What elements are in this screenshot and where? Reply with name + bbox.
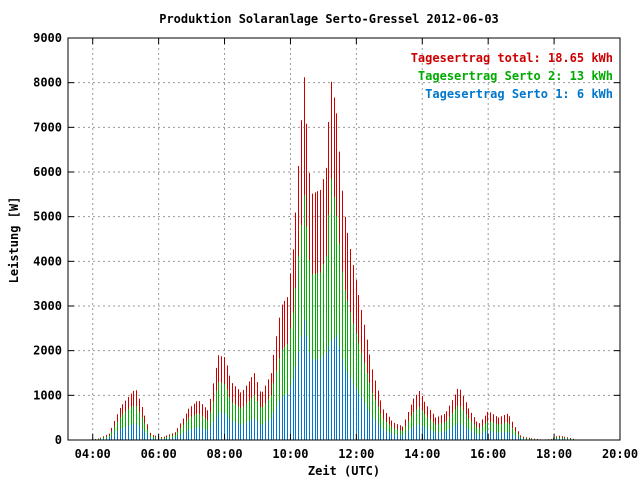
chart-title: Produktion Solaranlage Serto-Gressel 201… <box>159 12 499 26</box>
y-tick-label: 5000 <box>33 210 62 224</box>
x-tick-label: 18:00 <box>536 447 572 461</box>
legend: Tagesertrag total: 18.65 kWh Tagesertrag… <box>411 51 613 101</box>
x-tick-label: 16:00 <box>470 447 506 461</box>
legend-entry-serto-2: Tagesertrag Serto 2: 13 kWh <box>418 69 613 83</box>
y-tick-label: 3000 <box>33 299 62 313</box>
y-axis-ticks: 0 1000 2000 3000 4000 5000 6000 7000 8000 9000 <box>33 31 620 447</box>
x-tick-label: 06:00 <box>141 447 177 461</box>
y-tick-label: 9000 <box>33 31 62 45</box>
x-tick-label: 04:00 <box>75 447 111 461</box>
y-tick-label: 7000 <box>33 120 62 134</box>
x-tick-label: 12:00 <box>338 447 374 461</box>
x-tick-label: 08:00 <box>206 447 242 461</box>
x-tick-label: 14:00 <box>404 447 440 461</box>
y-tick-label: 6000 <box>33 165 62 179</box>
y-axis-label: Leistung [W] <box>7 197 21 284</box>
bars <box>92 77 576 440</box>
y-tick-label: 8000 <box>33 76 62 90</box>
x-tick-label: 10:00 <box>272 447 308 461</box>
y-tick-label: 2000 <box>33 344 62 358</box>
plot-frame <box>67 37 621 441</box>
y-tick-label: 1000 <box>33 388 62 402</box>
y-tick-label: 4000 <box>33 254 62 268</box>
x-axis-label: Zeit (UTC) <box>308 464 380 478</box>
legend-entry-serto-1: Tagesertrag Serto 1: 6 kWh <box>425 87 613 101</box>
y-tick-label: 0 <box>55 433 62 447</box>
legend-entry-total: Tagesertrag total: 18.65 kWh <box>411 51 613 65</box>
x-tick-label: 20:00 <box>602 447 638 461</box>
x-axis-ticks: 04:00 06:00 08:00 10:00 12:00 14:00 16:00 18:00… <box>75 38 638 461</box>
